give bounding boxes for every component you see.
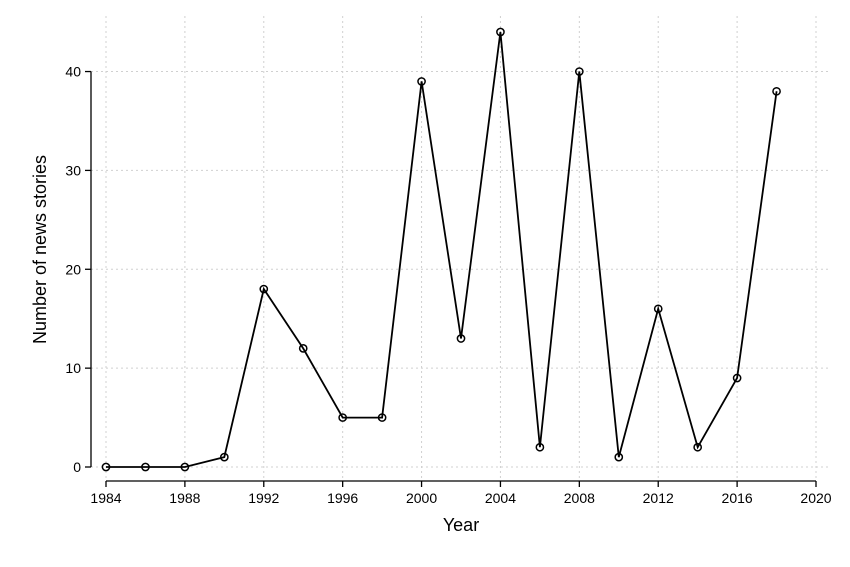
x-tick-label: 2012 xyxy=(643,490,674,506)
data-point xyxy=(496,27,505,37)
data-point xyxy=(141,462,150,472)
data-point xyxy=(614,452,624,462)
series-line xyxy=(106,31,778,468)
data-point xyxy=(772,86,781,96)
grid-lines xyxy=(91,16,830,481)
y-tick-label: 20 xyxy=(65,261,81,277)
data-point xyxy=(298,344,308,353)
y-tick-label: 10 xyxy=(65,360,81,376)
y-tick-label: 30 xyxy=(65,162,81,178)
x-axis-title: Year xyxy=(443,515,479,535)
x-tick-label: 1988 xyxy=(169,490,200,506)
data-point xyxy=(693,442,703,452)
x-tick-label: 2020 xyxy=(800,490,831,506)
plot-area xyxy=(101,27,781,472)
y-axis-title: Number of news stories xyxy=(30,155,50,344)
data-point xyxy=(732,373,742,383)
x-tick-label: 2016 xyxy=(722,490,753,506)
data-point xyxy=(219,452,229,462)
x-ticks: 1984 1988 1992 1996 2000 2004 2008 2012 2016 2020 xyxy=(90,481,832,506)
y-ticks: 0 10 20 30 40 xyxy=(65,64,91,475)
x-tick-label: 2004 xyxy=(485,490,516,506)
data-point xyxy=(653,304,663,314)
y-tick-label: 0 xyxy=(73,459,81,475)
data-point xyxy=(417,77,426,86)
x-tick-label: 1992 xyxy=(248,490,279,506)
data-point xyxy=(259,284,269,294)
x-tick-label: 1996 xyxy=(327,490,358,506)
data-point xyxy=(180,462,190,472)
x-tick-label: 2000 xyxy=(406,490,437,506)
x-tick-label: 2008 xyxy=(564,490,595,506)
x-tick-label: 1984 xyxy=(90,490,121,506)
data-point xyxy=(574,67,584,76)
data-point xyxy=(338,413,348,422)
y-tick-label: 40 xyxy=(65,64,81,80)
data-point xyxy=(535,442,545,452)
axes xyxy=(90,71,816,482)
data-point xyxy=(456,334,466,343)
data-point xyxy=(377,413,387,422)
data-point xyxy=(101,462,111,472)
